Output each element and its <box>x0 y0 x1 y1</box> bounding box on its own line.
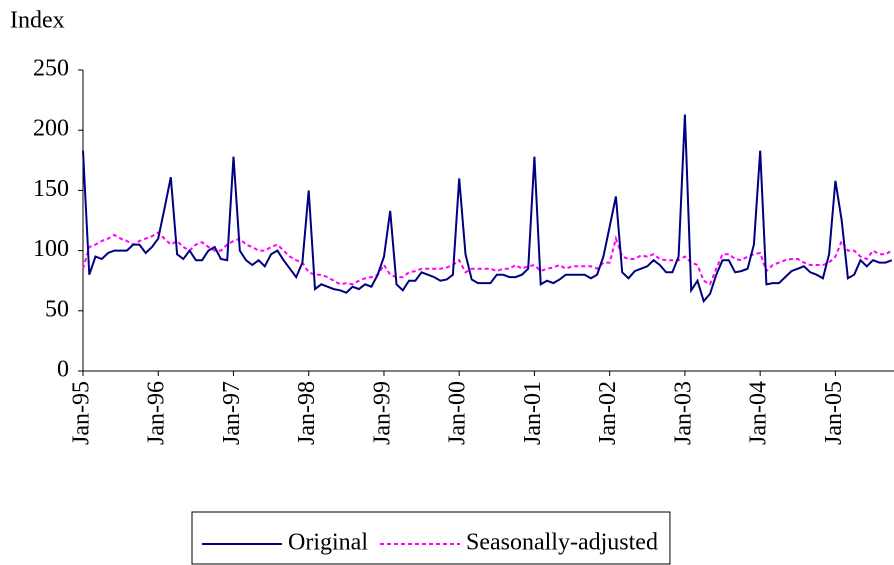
x-tick-label: Jan-01 <box>520 381 546 445</box>
y-tick-label: 200 <box>33 116 69 142</box>
series-line <box>82 231 893 286</box>
series-line <box>82 114 893 304</box>
y-tick-label: 0 <box>57 357 69 383</box>
legend-label: Original <box>288 530 368 556</box>
y-tick-label: 250 <box>33 56 69 82</box>
x-tick-label: Jan-95 <box>69 381 95 445</box>
y-tick-label: 50 <box>45 296 69 322</box>
y-tick-label: 100 <box>33 236 69 262</box>
x-tick-label: Jan-03 <box>670 381 696 445</box>
x-tick-label: Jan-97 <box>219 381 245 445</box>
legend-box <box>191 511 671 565</box>
legend-label: Seasonally-adjusted <box>466 530 658 556</box>
x-tick-label: Jan-02 <box>595 381 621 445</box>
x-tick-label: Jan-96 <box>144 381 170 445</box>
x-tick-label: Jan-00 <box>445 381 471 445</box>
x-tick-label: Jan-04 <box>746 381 772 445</box>
y-tick-label: 150 <box>33 176 69 202</box>
x-tick-label: Jan-99 <box>369 381 395 445</box>
y-axis-label: Index <box>10 8 65 34</box>
legend: Original Seasonally-adjusted <box>191 511 671 565</box>
x-tick-label: Jan-98 <box>294 381 320 445</box>
x-tick-label: Jan-05 <box>821 381 847 445</box>
